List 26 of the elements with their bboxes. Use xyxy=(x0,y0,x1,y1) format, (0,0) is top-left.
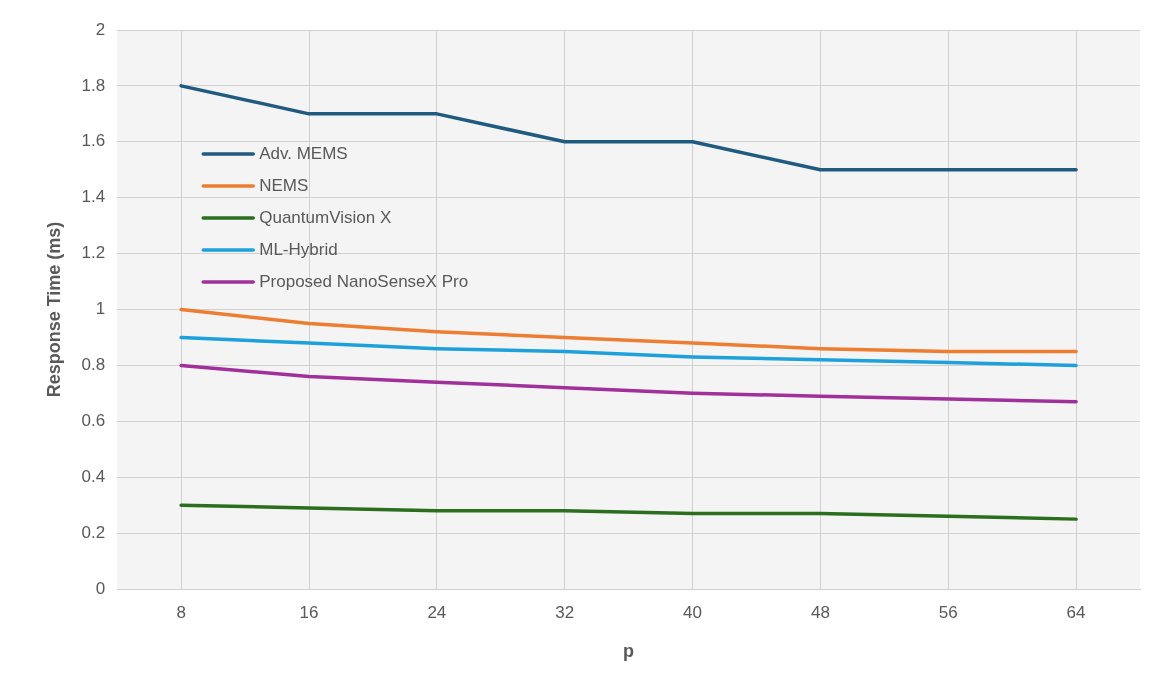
x-tick-label: 8 xyxy=(176,602,186,622)
y-tick-label: 1.6 xyxy=(81,131,106,151)
x-tick-label: 56 xyxy=(938,602,958,622)
y-axis-title: Response Time (ms) xyxy=(43,221,64,398)
y-tick-label: 2 xyxy=(95,19,106,39)
legend-label: Proposed NanoSenseX Pro xyxy=(259,271,469,291)
y-tick-label: 1.2 xyxy=(81,243,106,263)
y-tick-label: 0.4 xyxy=(81,466,106,486)
legend-label: Adv. MEMS xyxy=(259,143,348,163)
legend-label: NEMS xyxy=(259,175,309,195)
y-tick-label: 1.8 xyxy=(81,75,106,95)
x-tick-label: 32 xyxy=(555,602,575,622)
legend-label: ML-Hybrid xyxy=(259,239,338,259)
x-tick-label: 48 xyxy=(810,602,830,622)
legend-label: QuantumVision X xyxy=(259,207,392,227)
y-tick-label: 0.2 xyxy=(81,522,106,542)
y-tick-label: 1.4 xyxy=(81,187,106,207)
x-axis-title: p xyxy=(623,641,635,662)
x-tick-label: 40 xyxy=(683,602,702,622)
y-tick-label: 0 xyxy=(95,578,106,598)
y-tick-label: 1 xyxy=(95,299,106,319)
x-tick-label: 64 xyxy=(1066,602,1086,622)
y-tick-label: 0.8 xyxy=(81,355,106,375)
x-tick-label: 24 xyxy=(427,602,447,622)
y-tick-label: 0.6 xyxy=(81,410,106,430)
x-tick-label: 16 xyxy=(299,602,319,622)
